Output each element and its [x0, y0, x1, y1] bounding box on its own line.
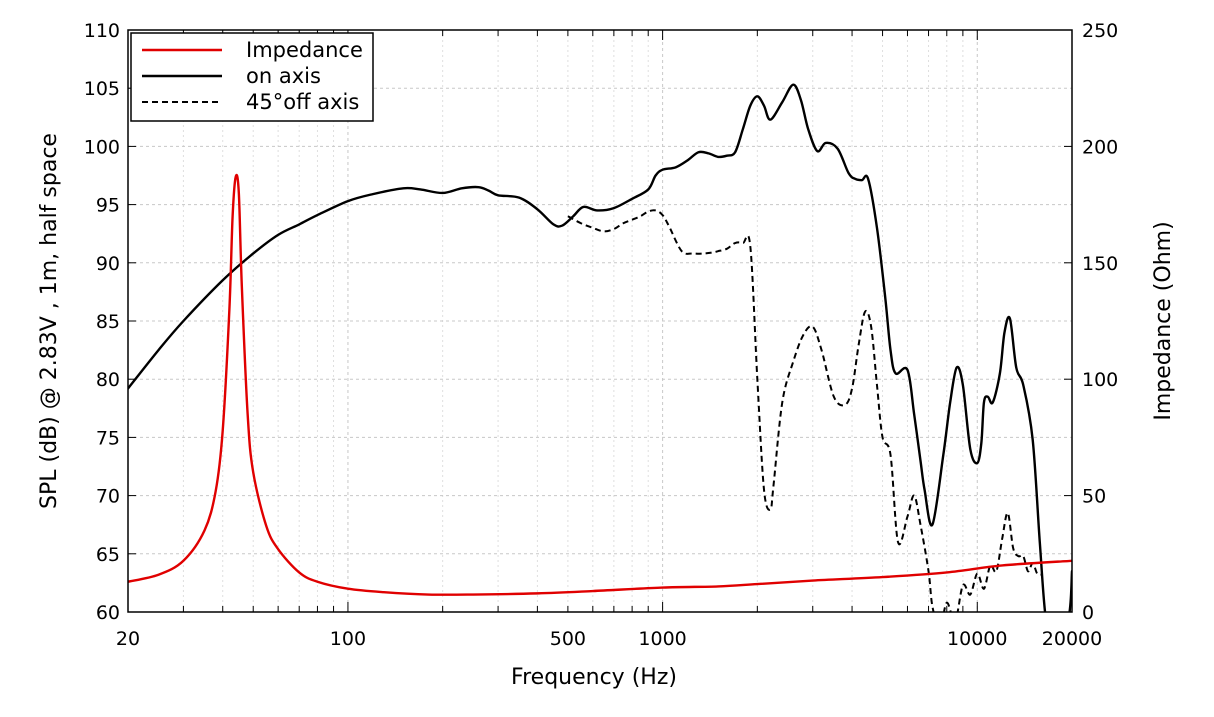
x-tick-label: 20000: [1042, 628, 1102, 650]
y-tick-label: 100: [84, 136, 120, 158]
axes: 60 65 70 75 80 85 90 95 100 105 110 0 50 100 150 200 250…: [84, 20, 1119, 650]
legend-label: 45°off axis: [246, 90, 359, 114]
y-tick-label: 70: [96, 486, 120, 508]
y-tick-label: 105: [84, 78, 120, 100]
y2-tick-label: 0: [1082, 602, 1094, 624]
legend-label: on axis: [246, 64, 321, 88]
y-tick-label: 85: [96, 311, 120, 333]
y2-tick-label: 50: [1082, 486, 1106, 508]
legend-label: Impedance: [246, 38, 363, 62]
x-tick-label: 1000: [638, 628, 686, 650]
x-tick-label: 100: [330, 628, 366, 650]
series-line-impedance: [128, 173, 1072, 596]
x-tick-label: 500: [550, 628, 586, 650]
y-tick-label: 60: [96, 602, 120, 624]
y-tick-label: 65: [96, 544, 120, 566]
y2-axis-title: Impedance (Ohm): [1151, 221, 1176, 420]
y2-tick-label: 200: [1082, 136, 1118, 158]
y-tick-label: 110: [84, 20, 120, 42]
x-axis-title: Frequency (Hz): [511, 665, 677, 690]
y2-tick-label: 100: [1082, 369, 1118, 391]
y-tick-label: 90: [96, 253, 120, 275]
series-line-45-off-axis: [567, 209, 1042, 612]
x-tick-label: 10000: [947, 628, 1007, 650]
y-tick-label: 80: [96, 369, 120, 391]
y-axis-title: SPL (dB) @ 2.83V , 1m, half space: [37, 133, 62, 509]
y-tick-label: 95: [96, 195, 120, 217]
y2-tick-label: 250: [1082, 20, 1118, 42]
y-tick-label: 75: [96, 427, 120, 449]
y2-tick-label: 150: [1082, 253, 1118, 275]
grid: [128, 30, 1072, 612]
x-tick-label: 20: [116, 628, 140, 650]
plot-series-area: [128, 83, 1072, 612]
series-line-on-axis: [128, 83, 1072, 612]
